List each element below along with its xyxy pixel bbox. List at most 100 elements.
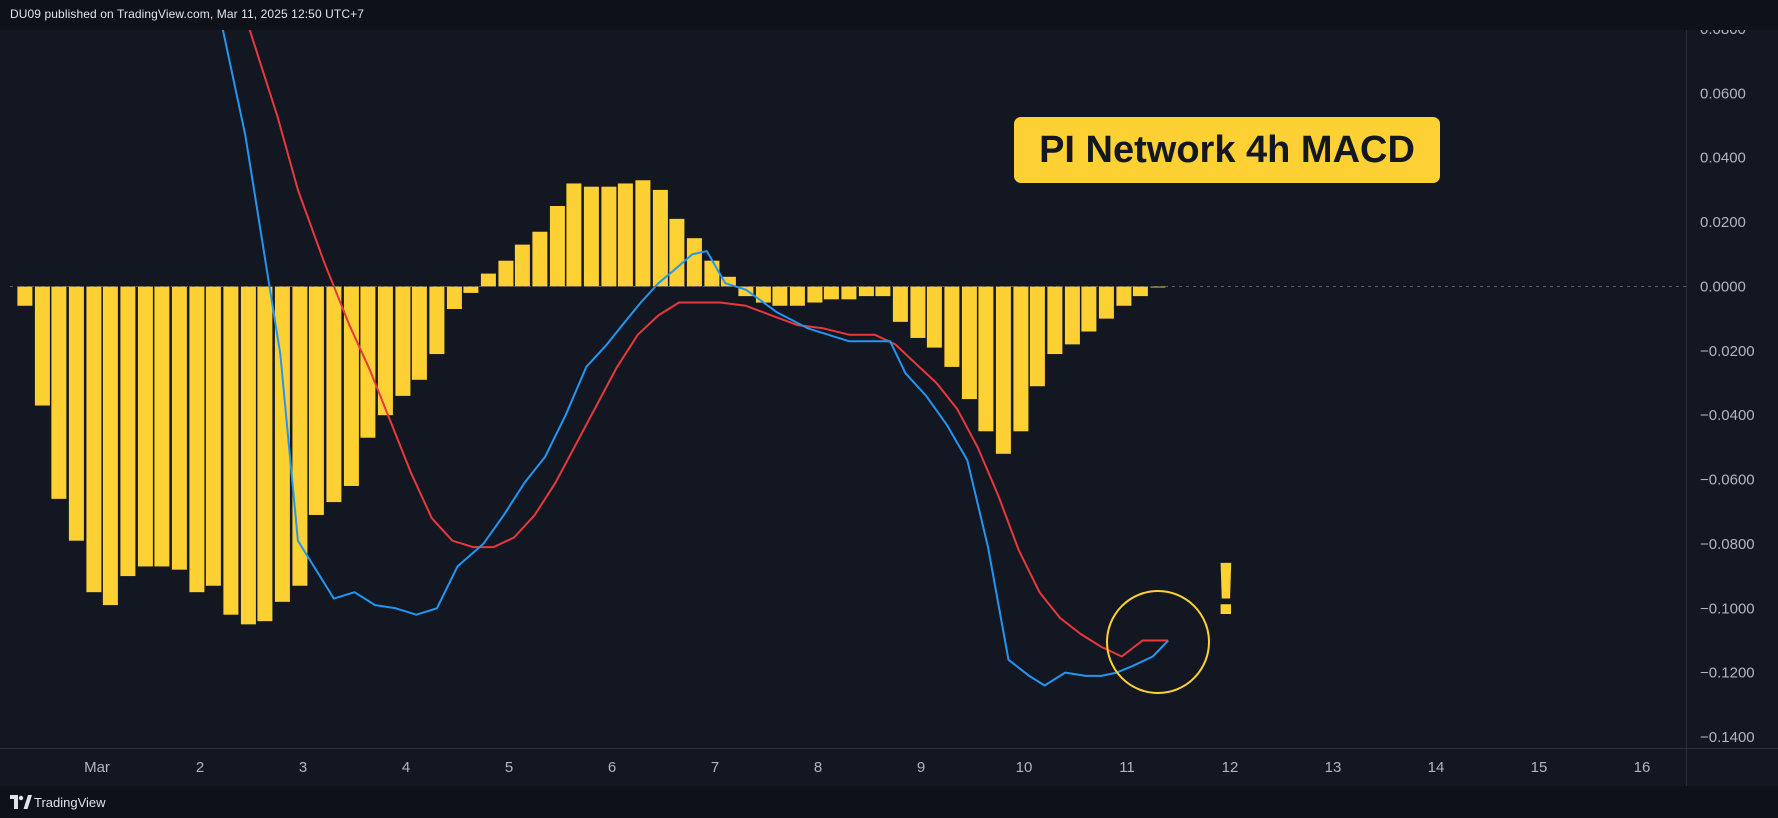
x-tick-label: 7 (711, 759, 719, 776)
histogram-bar (120, 286, 136, 577)
histogram-bar (1013, 286, 1029, 432)
y-tick-label: −0.0800 (1700, 536, 1755, 553)
histogram-bar (223, 286, 239, 615)
tradingview-brand[interactable]: TradingView (34, 795, 106, 810)
histogram-bar (704, 260, 720, 287)
histogram-bar (274, 286, 290, 602)
histogram-bar (34, 286, 50, 406)
histogram-bar (1116, 286, 1132, 306)
histogram-bar (892, 286, 908, 322)
histogram-bar (823, 286, 839, 300)
footer-bar: TradingView (0, 786, 1778, 818)
y-tick-label: 0.0600 (1700, 85, 1746, 102)
x-tick-label: 8 (814, 759, 822, 776)
histogram-bar (292, 286, 308, 586)
x-tick-label: 9 (917, 759, 925, 776)
x-tick-label: 2 (196, 759, 204, 776)
histogram-bar (566, 183, 582, 287)
histogram-bar (807, 286, 823, 303)
x-tick-label: 14 (1428, 759, 1445, 776)
annotations: PI Network 4h MACD! (1014, 117, 1440, 694)
histogram-bar (205, 286, 221, 586)
x-tick-label: 11 (1119, 759, 1135, 776)
histogram-bar (514, 244, 530, 287)
histogram-bar (841, 286, 857, 300)
histogram-bar (1132, 286, 1148, 297)
macd-chart[interactable]: 0.0800 0.0600 0.0400 0.0200 0.0000 −0.0200 −0.… (0, 30, 1778, 786)
histogram-bar (926, 286, 942, 348)
macd-line (221, 30, 1169, 687)
histogram-bar (51, 286, 67, 499)
x-tick-label: 12 (1222, 759, 1239, 776)
signal-line (248, 30, 1169, 658)
y-tick-label: 0.0400 (1700, 150, 1746, 167)
histogram-bar (532, 231, 548, 287)
histogram-bar (652, 189, 668, 287)
publish-attribution: DU09 published on TradingView.com, Mar 1… (10, 7, 364, 21)
histogram-bar (978, 286, 994, 432)
warning-exclamation: ! (1214, 547, 1239, 630)
histogram-bar (360, 286, 376, 438)
y-tick-label: −0.0200 (1700, 343, 1755, 360)
x-tick-label: 4 (402, 759, 410, 776)
histogram-bar (910, 286, 926, 338)
x-tick-label: 5 (505, 759, 513, 776)
histogram-bar (635, 180, 651, 287)
x-tick-label: 15 (1531, 759, 1548, 776)
x-tick-label: 3 (299, 759, 307, 776)
y-tick-label: 0.0200 (1700, 214, 1746, 231)
histogram-bar (395, 286, 411, 396)
histogram-bar (875, 286, 891, 297)
histogram-bar (738, 286, 754, 297)
chart-label-box (1014, 117, 1440, 183)
y-tick-label: −0.0400 (1700, 407, 1755, 424)
histogram-bar (326, 286, 342, 503)
y-tick-label: 0.0000 (1700, 278, 1746, 295)
x-tick-label: Mar (84, 759, 110, 776)
indicator-lines (221, 30, 1169, 687)
histogram-bar (308, 286, 324, 515)
y-tick-label: 0.0800 (1700, 30, 1746, 38)
histogram-bar (480, 273, 496, 287)
histogram-bar (686, 238, 702, 287)
axes: 0.0800 0.0600 0.0400 0.0200 0.0000 −0.0200 −0.… (0, 30, 1778, 786)
histogram-bar (549, 206, 565, 287)
histogram-bar (86, 286, 102, 593)
histogram-bar (1064, 286, 1080, 345)
histogram-bar (1029, 286, 1045, 387)
highlight-circle (1106, 590, 1210, 694)
histogram-bar (995, 286, 1011, 454)
histogram-bar (377, 286, 393, 416)
histogram-bar (720, 276, 736, 287)
histogram-bar (1150, 286, 1166, 288)
histogram-bar (601, 186, 617, 287)
x-tick-label: 10 (1016, 759, 1033, 776)
y-tick-label: −0.1400 (1700, 729, 1755, 746)
histogram-bar (411, 286, 427, 380)
histogram-bar (669, 218, 685, 287)
histogram-bar (583, 186, 599, 287)
histogram-bar (1098, 286, 1114, 319)
publish-header: DU09 published on TradingView.com, Mar 1… (0, 0, 1778, 30)
x-tick-label: 13 (1325, 759, 1342, 776)
histogram-bar (463, 286, 479, 293)
histogram-bar (617, 183, 633, 287)
tradingview-logo-icon[interactable] (10, 795, 32, 809)
x-tick-label: 6 (608, 759, 616, 776)
histogram-bar (102, 286, 118, 606)
histogram-bar (171, 286, 187, 570)
histogram-bar (257, 286, 273, 622)
histogram-bar (858, 286, 874, 297)
y-tick-label: −0.1200 (1700, 665, 1755, 682)
chart-label-text: PI Network 4h MACD (1039, 129, 1415, 171)
histogram-bar (498, 260, 514, 287)
histogram-bars (17, 180, 1166, 625)
y-tick-label: −0.0600 (1700, 472, 1755, 489)
histogram-bar (429, 286, 445, 355)
histogram-bar (68, 286, 84, 541)
histogram-bar (446, 286, 462, 309)
histogram-bar (961, 286, 977, 400)
histogram-bar (154, 286, 170, 567)
histogram-bar (189, 286, 205, 593)
